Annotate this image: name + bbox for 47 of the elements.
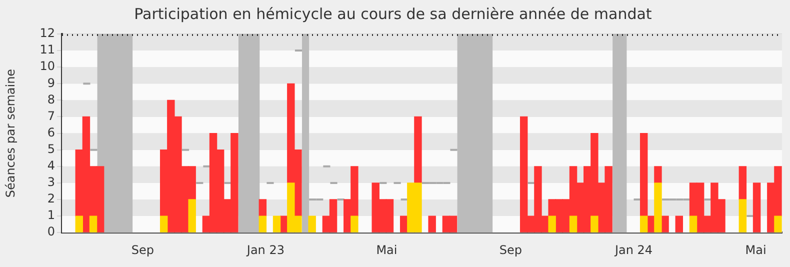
bar	[640, 132, 648, 216]
x-tick-label: Jan 23	[246, 242, 284, 257]
bar	[75, 216, 84, 232]
y-tick-label: 2	[47, 192, 55, 206]
y-tick-label: 0	[47, 224, 55, 239]
bar	[689, 216, 698, 232]
bar	[590, 216, 598, 232]
bar	[258, 199, 267, 216]
bar	[308, 216, 316, 232]
y-tick-label: 11	[40, 42, 55, 57]
y-tick-label: 9	[47, 76, 55, 90]
bar	[89, 216, 98, 232]
bar	[569, 216, 578, 232]
bar	[661, 216, 669, 232]
bar	[188, 199, 196, 232]
bar	[548, 216, 556, 232]
y-tick-label: 10	[40, 59, 55, 74]
y-tick-label: 5	[47, 142, 55, 156]
bar	[350, 216, 358, 232]
x-tick-label: Jan 24	[614, 242, 653, 257]
x-tick-label: Mai	[376, 242, 398, 257]
y-tick-label: 12	[40, 26, 55, 40]
bar	[774, 216, 782, 232]
bar	[675, 216, 684, 232]
y-tick-label: 6	[47, 125, 55, 140]
bar	[272, 216, 281, 232]
x-tick-label: Sep	[499, 242, 522, 257]
bar	[738, 166, 747, 200]
x-tick-label: Sep	[131, 242, 154, 257]
bar	[752, 182, 761, 232]
y-tick-label: 7	[47, 108, 55, 123]
y-tick-label: 8	[47, 92, 55, 106]
bar	[160, 216, 168, 232]
x-tick-label: Mai	[745, 242, 766, 257]
y-tick-label: 3	[47, 175, 55, 190]
bar	[428, 216, 436, 232]
y-tick-label: 1	[47, 208, 55, 222]
bar	[400, 216, 408, 232]
bar	[654, 182, 662, 232]
bar	[738, 199, 747, 232]
chart-title: Participation en hémicycle au cours de sa dernière année de mandat	[134, 4, 652, 23]
y-axis-title: Séances par semaine	[3, 68, 18, 198]
bar	[414, 116, 422, 184]
bar	[654, 166, 662, 184]
y-tick-label: 4	[47, 158, 55, 173]
bar	[640, 216, 648, 232]
bar	[258, 216, 267, 232]
